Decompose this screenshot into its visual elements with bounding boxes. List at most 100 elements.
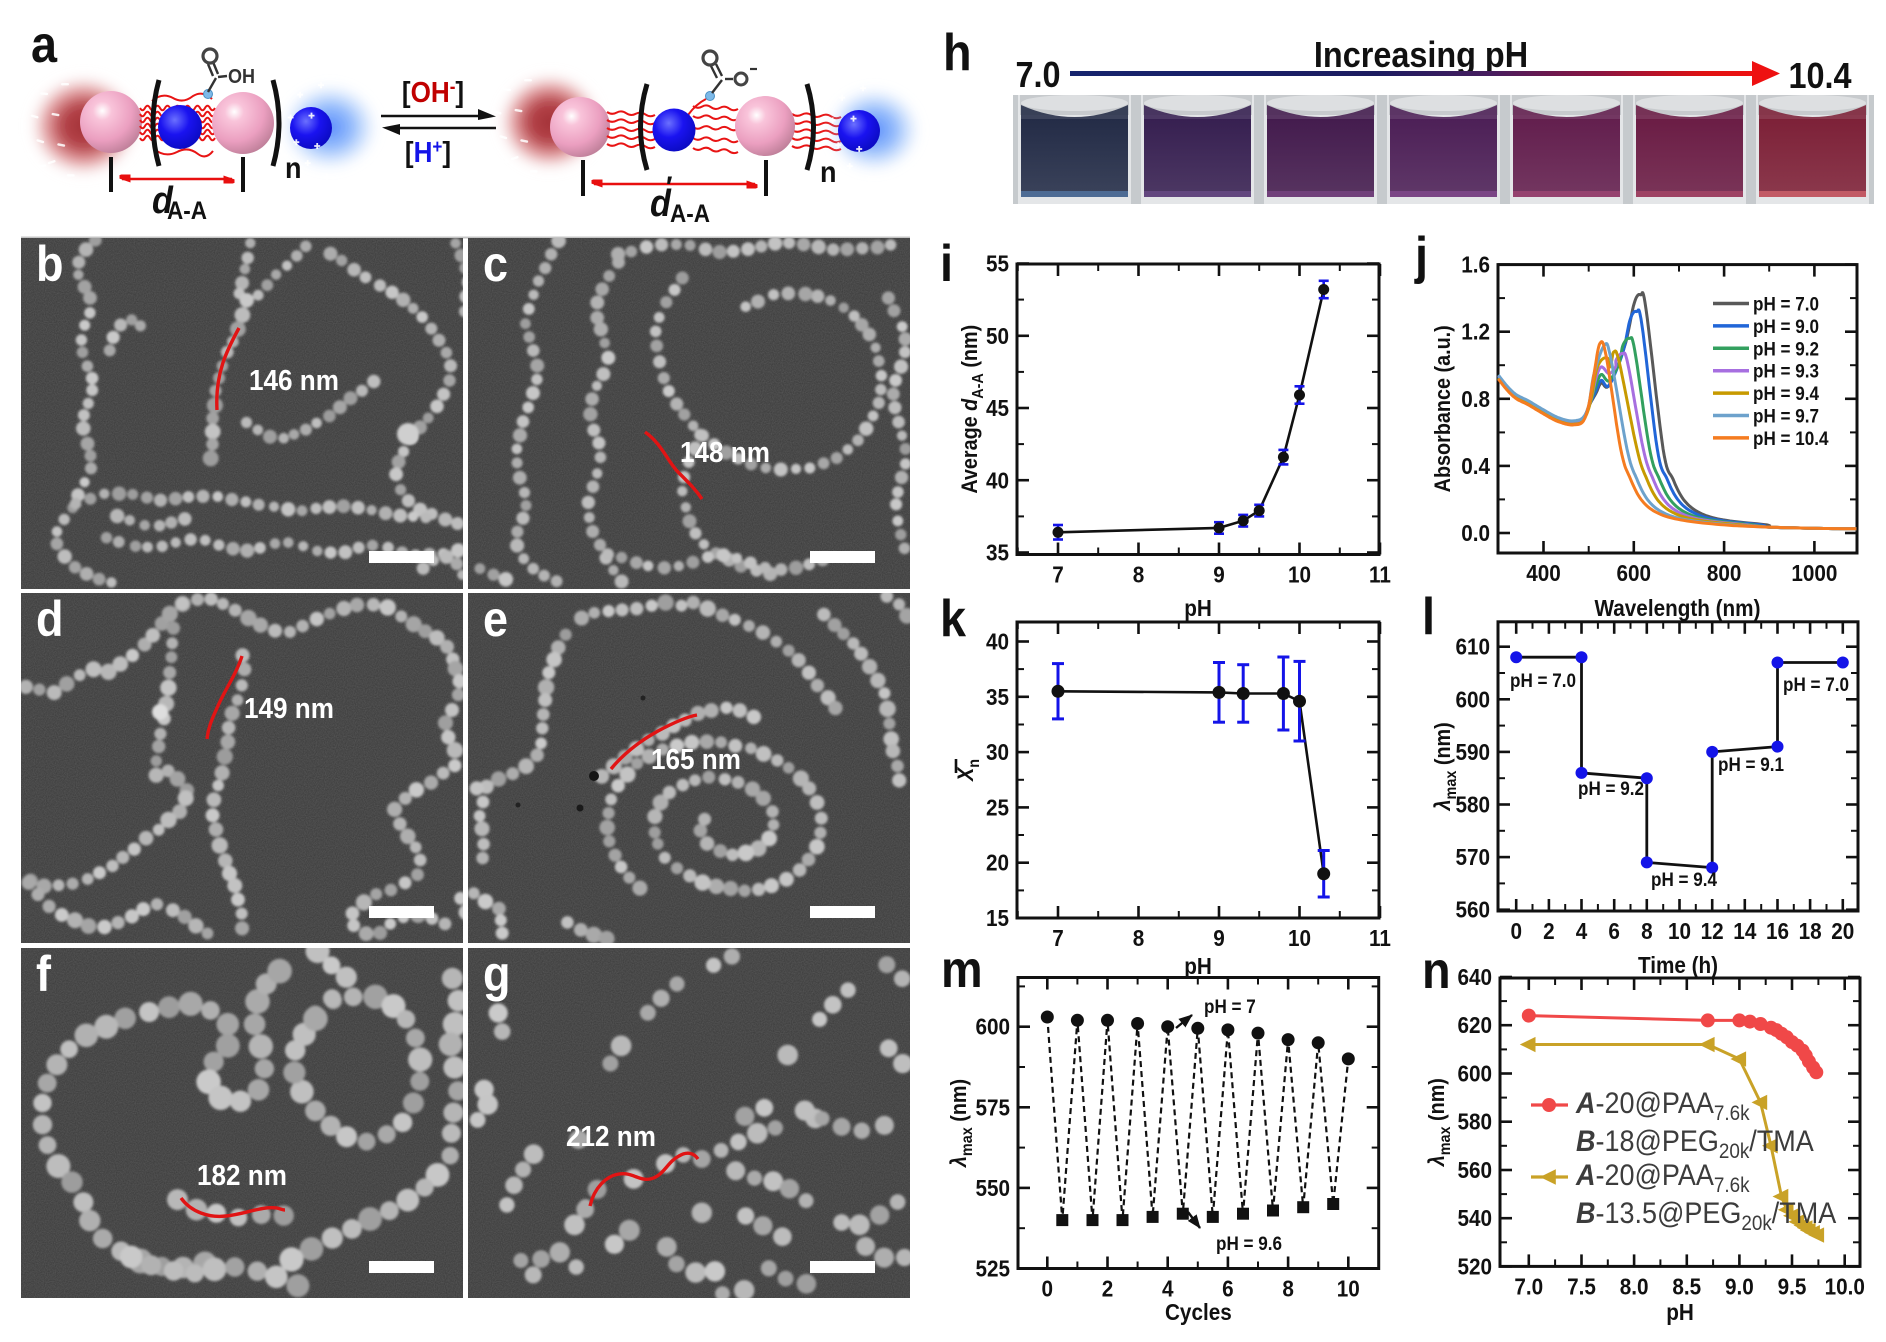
- svg-text:9.5: 9.5: [1778, 1273, 1807, 1299]
- svg-text:550: 550: [975, 1175, 1010, 1201]
- svg-text:600: 600: [1617, 560, 1652, 586]
- svg-text:λmax (nm): λmax (nm): [947, 1079, 976, 1168]
- svg-text:m: m: [941, 941, 983, 999]
- svg-text:400: 400: [1526, 560, 1561, 586]
- svg-text:7: 7: [1052, 925, 1064, 951]
- svg-text:7: 7: [1052, 561, 1064, 587]
- svg-text:25: 25: [986, 794, 1009, 820]
- svg-text:570: 570: [1455, 844, 1490, 870]
- svg-text:8: 8: [1133, 925, 1145, 951]
- svg-text:182 nm: 182 nm: [197, 1159, 287, 1192]
- svg-text:0.8: 0.8: [1461, 386, 1490, 412]
- svg-text:a: a: [31, 16, 57, 74]
- svg-text:9: 9: [1213, 561, 1225, 587]
- svg-text:16: 16: [1766, 918, 1789, 944]
- svg-text:pH = 9.2: pH = 9.2: [1578, 778, 1644, 799]
- svg-text:8: 8: [1282, 1275, 1294, 1301]
- svg-text:b: b: [36, 237, 63, 293]
- svg-text:30: 30: [986, 739, 1009, 765]
- svg-text:620: 620: [1457, 1012, 1492, 1038]
- svg-text:pH = 7: pH = 7: [1204, 996, 1256, 1017]
- svg-text:540: 540: [1457, 1205, 1492, 1231]
- svg-text:590: 590: [1455, 739, 1490, 765]
- svg-text:′: ′: [666, 171, 673, 205]
- svg-text:18: 18: [1799, 918, 1822, 944]
- svg-text:B-18@PEG20k/TMA: B-18@PEG20k/TMA: [1576, 1125, 1814, 1164]
- svg-text:pH = 9.7: pH = 9.7: [1753, 406, 1819, 427]
- svg-text:580: 580: [1457, 1109, 1492, 1135]
- svg-text:12: 12: [1701, 918, 1724, 944]
- svg-text:pH = 10.4: pH = 10.4: [1753, 428, 1829, 449]
- svg-text:212 nm: 212 nm: [566, 1120, 656, 1153]
- svg-text:580: 580: [1455, 791, 1490, 817]
- svg-text:d: d: [650, 181, 672, 224]
- svg-text:4: 4: [1162, 1275, 1174, 1301]
- svg-text:165 nm: 165 nm: [651, 743, 741, 776]
- svg-text:9: 9: [1213, 925, 1225, 951]
- svg-text:A-A: A-A: [670, 200, 710, 228]
- svg-text:2: 2: [1543, 918, 1555, 944]
- svg-text:7.0: 7.0: [1514, 1273, 1543, 1299]
- svg-text:1.2: 1.2: [1461, 319, 1490, 345]
- svg-text:pH: pH: [1184, 953, 1212, 979]
- svg-text:7.5: 7.5: [1567, 1273, 1596, 1299]
- svg-text:560: 560: [1457, 1157, 1492, 1183]
- svg-text:j: j: [1414, 227, 1428, 285]
- svg-text:pH = 7.0: pH = 7.0: [1510, 670, 1576, 691]
- svg-text:50: 50: [986, 323, 1009, 349]
- svg-text:d: d: [36, 592, 63, 648]
- svg-text:10: 10: [1288, 925, 1311, 951]
- svg-text:8.5: 8.5: [1672, 1273, 1701, 1299]
- svg-text:10: 10: [1288, 561, 1311, 587]
- svg-text:n: n: [820, 156, 836, 190]
- svg-text:11: 11: [1369, 561, 1391, 587]
- svg-text:Increasing pH: Increasing pH: [1314, 35, 1528, 75]
- svg-text:0.0: 0.0: [1461, 520, 1490, 546]
- svg-text:40: 40: [986, 628, 1009, 654]
- svg-text:6: 6: [1608, 918, 1620, 944]
- svg-text:10.0: 10.0: [1825, 1273, 1865, 1299]
- svg-text:A-20@PAA7.6k: A-20@PAA7.6k: [1575, 1087, 1750, 1126]
- svg-text:n: n: [285, 152, 301, 186]
- svg-text:f: f: [36, 947, 51, 1003]
- svg-text:20: 20: [1831, 918, 1854, 944]
- svg-text:pH = 7.0: pH = 7.0: [1783, 674, 1849, 695]
- svg-text:8: 8: [1133, 561, 1145, 587]
- svg-text:0.4: 0.4: [1461, 453, 1491, 479]
- svg-text:k: k: [940, 590, 966, 648]
- svg-text:45: 45: [986, 395, 1009, 421]
- svg-text:λmax (nm): λmax (nm): [1431, 722, 1460, 811]
- svg-text:Cycles: Cycles: [1165, 1299, 1232, 1325]
- svg-text:1000: 1000: [1791, 560, 1837, 586]
- svg-text:Wavelength (nm): Wavelength (nm): [1595, 595, 1761, 621]
- svg-text:pH = 9.4: pH = 9.4: [1651, 869, 1717, 890]
- svg-text:6: 6: [1222, 1275, 1234, 1301]
- svg-text:OH: OH: [228, 66, 255, 88]
- svg-text:n: n: [1422, 942, 1451, 1000]
- svg-text:B-13.5@PEG20k/TMA: B-13.5@PEG20k/TMA: [1576, 1197, 1836, 1236]
- svg-text:A-A: A-A: [167, 197, 207, 225]
- svg-text:h: h: [943, 24, 972, 82]
- svg-text:600: 600: [975, 1014, 1010, 1040]
- svg-text:i: i: [940, 235, 953, 293]
- svg-text:8: 8: [1641, 918, 1653, 944]
- svg-text:148 nm: 148 nm: [680, 436, 770, 469]
- svg-text:pH: pH: [1184, 595, 1212, 621]
- svg-text:pH = 7.0: pH = 7.0: [1753, 294, 1819, 315]
- svg-text:1.6: 1.6: [1461, 252, 1490, 278]
- svg-text:pH = 9.1: pH = 9.1: [1718, 754, 1784, 775]
- svg-text:g: g: [483, 947, 510, 1003]
- svg-text:800: 800: [1707, 560, 1742, 586]
- svg-text:11: 11: [1369, 925, 1391, 951]
- svg-text:8.0: 8.0: [1620, 1273, 1649, 1299]
- svg-text:λmax (nm): λmax (nm): [1425, 1078, 1454, 1167]
- svg-text:pH = 9.4: pH = 9.4: [1753, 383, 1819, 404]
- svg-text:610: 610: [1455, 634, 1490, 660]
- svg-text:9.0: 9.0: [1725, 1273, 1754, 1299]
- svg-text:575: 575: [975, 1094, 1010, 1120]
- svg-text:15: 15: [986, 905, 1009, 931]
- svg-text:10: 10: [1337, 1275, 1360, 1301]
- svg-text:35: 35: [986, 684, 1009, 710]
- svg-text:20: 20: [986, 850, 1009, 876]
- svg-text:146 nm: 146 nm: [249, 364, 339, 397]
